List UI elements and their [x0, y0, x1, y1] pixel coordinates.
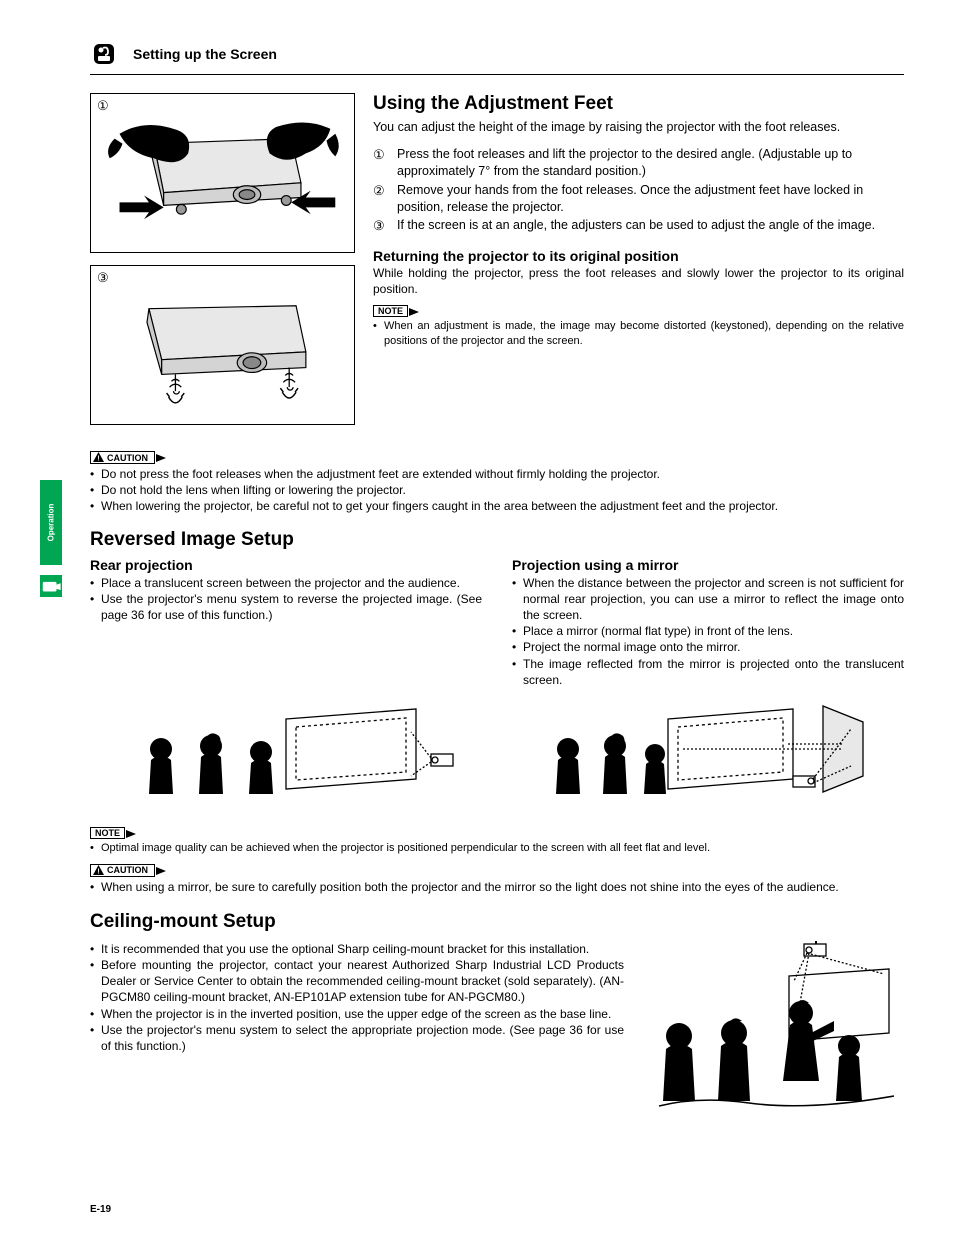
svg-text:!: ! — [97, 868, 99, 875]
ceiling-title: Ceiling-mount Setup — [90, 911, 904, 933]
caution-1-item: Do not hold the lens when lifting or low… — [90, 482, 904, 498]
figure-3-num: ③ — [97, 270, 109, 286]
mirror-item: Place a mirror (normal flat type) in fro… — [512, 623, 904, 639]
header-icon — [90, 40, 118, 68]
ceiling-list: It is recommended that you use the optio… — [90, 941, 624, 1054]
figure-1-num: ① — [97, 98, 109, 114]
return-body: While holding the projector, press the f… — [373, 266, 904, 297]
note-label-2: NOTE — [90, 827, 125, 839]
reversed-title: Reversed Image Setup — [90, 529, 904, 551]
page-number: E-19 — [90, 1204, 111, 1215]
page-header: Setting up the Screen — [90, 40, 904, 75]
caution-1-item: When lowering the projector, be careful … — [90, 498, 904, 514]
figure-1: ① — [90, 93, 355, 253]
note-1-list: When an adjustment is made, the image ma… — [373, 319, 904, 349]
mirror-diagram — [512, 694, 904, 809]
rear-item: Use the projector's menu system to rever… — [90, 591, 482, 623]
ceiling-diagram — [649, 941, 904, 1116]
caution-label-1: ! CAUTION — [90, 451, 155, 464]
adjust-title: Using the Adjustment Feet — [373, 93, 904, 115]
adjust-intro: You can adjust the height of the image b… — [373, 119, 904, 136]
note-1: When an adjustment is made, the image ma… — [373, 319, 904, 349]
warning-icon: ! — [93, 452, 104, 463]
note-2: Optimal image quality can be achieved wh… — [90, 841, 904, 856]
ceiling-item: When the projector is in the inverted po… — [90, 1006, 624, 1022]
caution-2-list: When using a mirror, be sure to carefull… — [90, 879, 904, 895]
ceiling-item: It is recommended that you use the optio… — [90, 941, 624, 957]
rear-title: Rear projection — [90, 557, 482, 573]
caution-1-list: Do not press the foot releases when the … — [90, 466, 904, 515]
caution-label-2: ! CAUTION — [90, 864, 155, 877]
caution-2-item: When using a mirror, be sure to carefull… — [90, 879, 904, 895]
caution-1-item: Do not press the foot releases when the … — [90, 466, 904, 482]
note-label-1: NOTE — [373, 305, 408, 317]
mirror-item: The image reflected from the mirror is p… — [512, 656, 904, 688]
mirror-title: Projection using a mirror — [512, 557, 904, 573]
rear-item: Place a translucent screen between the p… — [90, 575, 482, 591]
ceiling-item: Before mounting the projector, contact y… — [90, 957, 624, 1006]
step-3: ③If the screen is at an angle, the adjus… — [397, 217, 904, 234]
note-2-list: Optimal image quality can be achieved wh… — [90, 841, 904, 856]
mirror-item: When the distance between the projector … — [512, 575, 904, 624]
svg-text:!: ! — [97, 456, 99, 463]
mirror-item: Project the normal image onto the mirror… — [512, 639, 904, 655]
rear-list: Place a translucent screen between the p… — [90, 575, 482, 624]
section-title: Setting up the Screen — [133, 46, 277, 62]
adjust-steps: ①Press the foot releases and lift the pr… — [373, 146, 904, 234]
warning-icon: ! — [93, 865, 104, 876]
figure-3: ③ — [90, 265, 355, 425]
rear-diagram — [90, 694, 482, 809]
step-2: ②Remove your hands from the foot release… — [397, 182, 904, 216]
return-title: Returning the projector to its original … — [373, 248, 904, 264]
mirror-list: When the distance between the projector … — [512, 575, 904, 688]
ceiling-item: Use the projector's menu system to selec… — [90, 1022, 624, 1054]
step-1: ①Press the foot releases and lift the pr… — [397, 146, 904, 180]
